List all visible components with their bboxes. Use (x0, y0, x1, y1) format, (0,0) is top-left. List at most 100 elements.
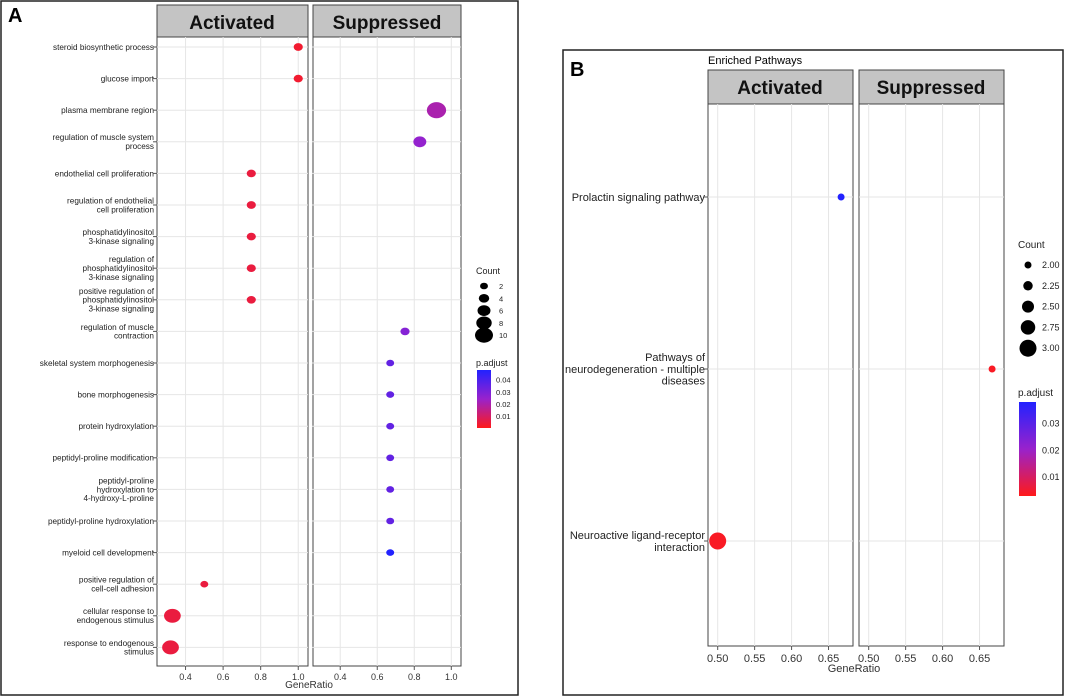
a-term-label-13: peptidyl-proline modification (53, 454, 155, 463)
a-count-legend-dot-4 (475, 327, 493, 343)
a-term-label-17: positive regulation of cell-cell adhesion (79, 576, 155, 594)
a-point-1 (293, 74, 303, 83)
a-term-line-19-1: stimulus (124, 648, 154, 657)
a-point-19 (162, 640, 179, 655)
a-term-label-10: skeletal system morphogenesis (40, 359, 154, 368)
b-count-legend-dot-3 (1020, 320, 1036, 335)
a-count-legend-label-3: 8 (499, 319, 503, 328)
a-term-line-8-0: positive regulation of (79, 287, 155, 296)
a-term-line-10-0: skeletal system morphogenesis (40, 359, 154, 368)
a-term-line-8-2: 3-kinase signaling (88, 305, 154, 314)
panel-b-facet-suppressed-bg (858, 103, 1005, 647)
a-term-label-14: peptidyl-proline hydroxylation to 4-hydrox… (83, 476, 154, 503)
b-term-label-0: Prolactin signaling pathway (572, 192, 706, 204)
a-term-line-17-0: positive regulation of (79, 576, 155, 585)
panel-b-facet-activated-bg (707, 103, 854, 647)
a-term-line-14-2: 4-hydroxy-L-proline (83, 494, 154, 503)
a-x-tick-label-0-0: 0.4 (179, 672, 192, 682)
a-count-legend-label-4: 10 (499, 331, 507, 340)
a-x-tick-label-0-3: 1.0 (292, 672, 305, 682)
b-point-2 (709, 532, 727, 550)
b-padj-tick-label-2: 0.01 (1042, 472, 1060, 482)
b-term-line-2-0: Neuroactive ligand-receptor (570, 530, 705, 542)
a-term-line-5-1: cell proliferation (97, 205, 155, 214)
a-term-label-12: protein hydroxylation (78, 422, 154, 431)
b-x-tick-label-0-2: 0.60 (781, 653, 802, 665)
a-term-line-18-0: cellular response to (83, 607, 154, 616)
panel-b-strip-suppressed (858, 69, 1005, 105)
a-count-legend-label-1: 4 (499, 294, 503, 303)
a-term-line-6-1: 3-kinase signaling (88, 237, 154, 246)
a-term-line-17-1: cell-cell adhesion (91, 584, 154, 593)
panel-a-strip-suppressed (312, 4, 462, 38)
b-count-legend-label-4: 3.00 (1042, 343, 1060, 353)
a-term-line-12-0: protein hydroxylation (78, 422, 154, 431)
a-term-label-4: endothelial cell proliferation (55, 169, 155, 178)
panel-b-strip-activated-label: Activated (737, 78, 823, 99)
b-x-tick-label-1-1: 0.55 (895, 653, 916, 665)
a-x-tick-label-1-2: 0.8 (408, 672, 421, 682)
b-x-tick-label-1-3: 0.65 (969, 653, 990, 665)
a-term-line-7-2: 3-kinase signaling (88, 273, 154, 282)
a-term-label-15: peptidyl-proline hydroxylation (48, 517, 154, 526)
a-term-line-3-1: process (125, 142, 154, 151)
a-term-line-2-0: plasma membrane region (61, 106, 154, 115)
b-count-legend-dot-0 (1024, 261, 1032, 269)
a-count-legend-dot-1 (478, 293, 490, 303)
a-point-16 (386, 549, 395, 556)
b-term-line-1-1: neurodegeneration - multiple (565, 364, 705, 376)
panel-a-label: A (8, 5, 22, 27)
b-point-0 (837, 193, 845, 201)
a-count-legend-dot-2 (477, 305, 491, 316)
a-term-label-2: plasma membrane region (61, 106, 154, 115)
a-term-line-13-0: peptidyl-proline modification (53, 454, 155, 463)
a-term-line-11-0: bone morphogenesis (78, 390, 154, 399)
panel-a-x-axis-title: GeneRatio (285, 680, 333, 691)
a-term-line-9-0: regulation of muscle (81, 323, 155, 332)
b-point-1 (988, 365, 996, 373)
panel-a-padj-legend-title: p.adjust (476, 358, 508, 368)
a-term-line-6-0: phosphatidylinositol (83, 228, 155, 237)
a-count-legend-label-0: 2 (499, 282, 503, 291)
a-term-line-16-0: myeloid cell development (62, 548, 155, 557)
a-term-line-8-1: phosphatidylinositol (83, 296, 155, 305)
a-point-6 (246, 232, 256, 241)
a-point-13 (386, 454, 395, 462)
a-count-legend-label-2: 6 (499, 307, 503, 316)
a-term-line-9-1: contraction (114, 332, 154, 341)
b-count-legend-label-1: 2.25 (1042, 281, 1060, 291)
a-term-line-14-0: peptidyl-proline (98, 476, 154, 485)
a-x-tick-label-0-1: 0.6 (217, 672, 230, 682)
a-count-legend-dot-0 (480, 282, 488, 290)
a-point-12 (386, 422, 395, 430)
a-term-line-1-0: glucose import (101, 74, 155, 83)
b-x-tick-label-1-2: 0.60 (932, 653, 953, 665)
a-x-tick-label-1-1: 0.6 (371, 672, 384, 682)
a-point-17 (200, 580, 209, 588)
panel-a-padj-colorbar (477, 370, 491, 428)
b-padj-tick-label-1: 0.02 (1042, 445, 1060, 455)
a-point-8 (246, 295, 256, 304)
a-term-line-19-0: response to endogenous (64, 639, 154, 648)
a-term-line-7-1: phosphatidylinositol (83, 264, 155, 273)
a-term-label-3: regulation of muscle system process (53, 133, 155, 151)
b-count-legend-dot-4 (1019, 339, 1037, 357)
b-term-line-1-2: diseases (662, 376, 706, 388)
panel-a-facet-suppressed-bg (312, 36, 462, 667)
b-x-tick-label-1-0: 0.50 (858, 653, 879, 665)
a-term-line-15-0: peptidyl-proline hydroxylation (48, 517, 154, 526)
a-padj-tick-label-1: 0.03 (496, 388, 511, 397)
a-x-tick-label-1-3: 1.0 (445, 672, 458, 682)
panel-b-count-legend-title: Count (1018, 240, 1045, 251)
panel-b-padj-colorbar (1019, 402, 1036, 496)
a-point-18 (164, 608, 181, 623)
panel-a-facet-activated-bg (156, 36, 309, 667)
panel-b-x-axis-title: GeneRatio (828, 663, 881, 675)
a-term-line-7-0: regulation of (109, 255, 155, 264)
a-point-3 (413, 136, 427, 148)
a-term-line-0-0: steroid biosynthetic process (53, 43, 154, 52)
b-x-tick-label-0-1: 0.55 (744, 653, 765, 665)
a-point-11 (386, 391, 395, 398)
a-term-label-9: regulation of muscle contraction (81, 323, 155, 341)
